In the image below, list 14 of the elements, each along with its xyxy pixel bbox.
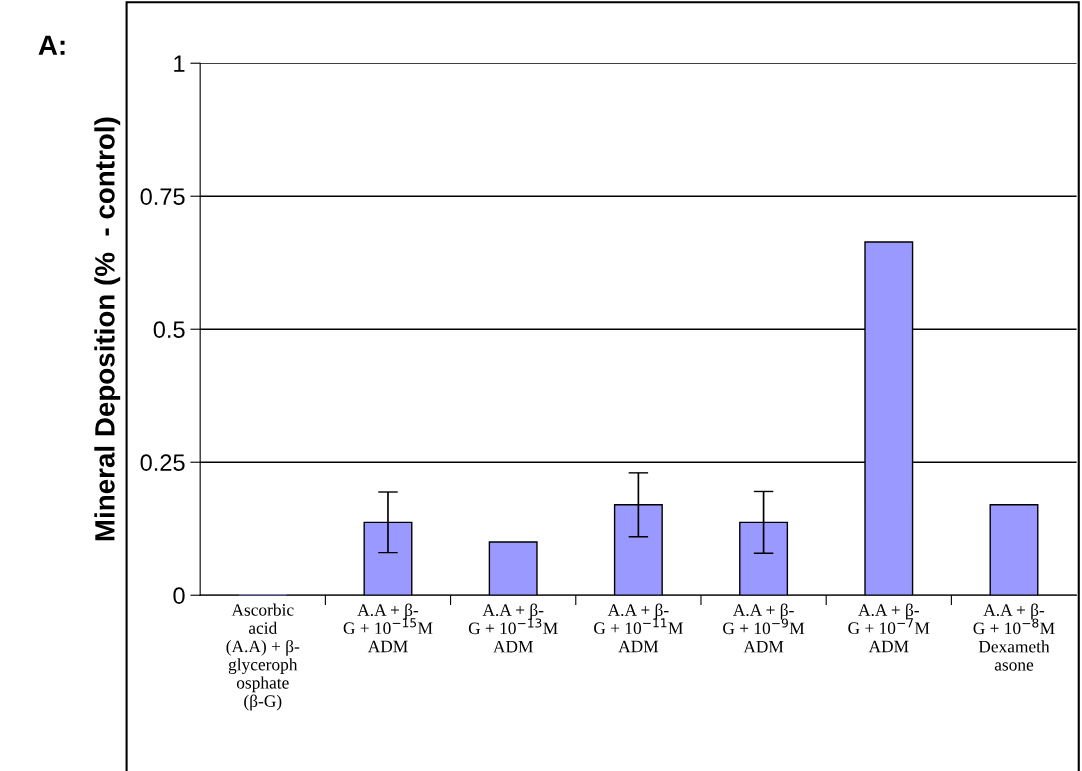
y-tick-label: 0.75 [140, 188, 185, 206]
x-tick-label: A.A + β- G + 10$^{−11}$M ADM [594, 603, 683, 653]
y-axis-title: Mineral Deposition (% - control) [94, 117, 121, 541]
y-tick-label: 0.25 [140, 454, 185, 471]
x-tick-label: A.A + β- G + 10$^{−15}$M ADM [343, 603, 433, 653]
x-tick-label: Ascorbic acid (A.A) + β- glyceroph osphate (β-G) [226, 603, 300, 711]
x-tick-label: A.A + β- G + 10$^{−9}$M ADM [723, 603, 805, 653]
text: A: [38, 35, 65, 55]
y-tick-label: 0.5 [153, 321, 185, 338]
y-tick-label: 0 [173, 587, 185, 604]
x-tick-label: A.A + β- G + 10$^{−8}$M Dexameth asone [973, 603, 1055, 671]
x-tick-label: A.A + β- G + 10$^{−7}$M ADM [848, 603, 930, 653]
y-tick-label: 1 [174, 55, 185, 72]
x-tick-label: A.A + β- G + 10$^{−13}$M ADM [468, 603, 558, 653]
